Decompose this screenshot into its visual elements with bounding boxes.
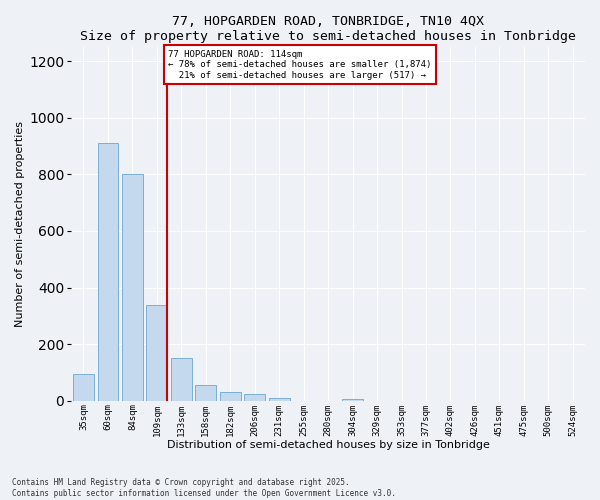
Bar [73,374,94,401]
Bar [196,385,216,401]
Bar [146,304,167,401]
Text: 77 HOPGARDEN ROAD: 114sqm
← 78% of semi-detached houses are smaller (1,874)
  21: 77 HOPGARDEN ROAD: 114sqm ← 78% of semi-… [169,50,432,80]
Title: 77, HOPGARDEN ROAD, TONBRIDGE, TN10 4QX
Size of property relative to semi-detach: 77, HOPGARDEN ROAD, TONBRIDGE, TN10 4QX … [80,15,576,43]
X-axis label: Distribution of semi-detached houses by size in Tonbridge: Distribution of semi-detached houses by … [167,440,490,450]
Bar [220,392,241,401]
Text: Contains HM Land Registry data © Crown copyright and database right 2025.
Contai: Contains HM Land Registry data © Crown c… [12,478,396,498]
Bar [244,394,265,401]
Bar [342,398,363,401]
Bar [269,398,290,401]
Bar [122,174,143,401]
Bar [171,358,192,401]
Y-axis label: Number of semi-detached properties: Number of semi-detached properties [15,121,25,327]
Bar [98,143,118,401]
